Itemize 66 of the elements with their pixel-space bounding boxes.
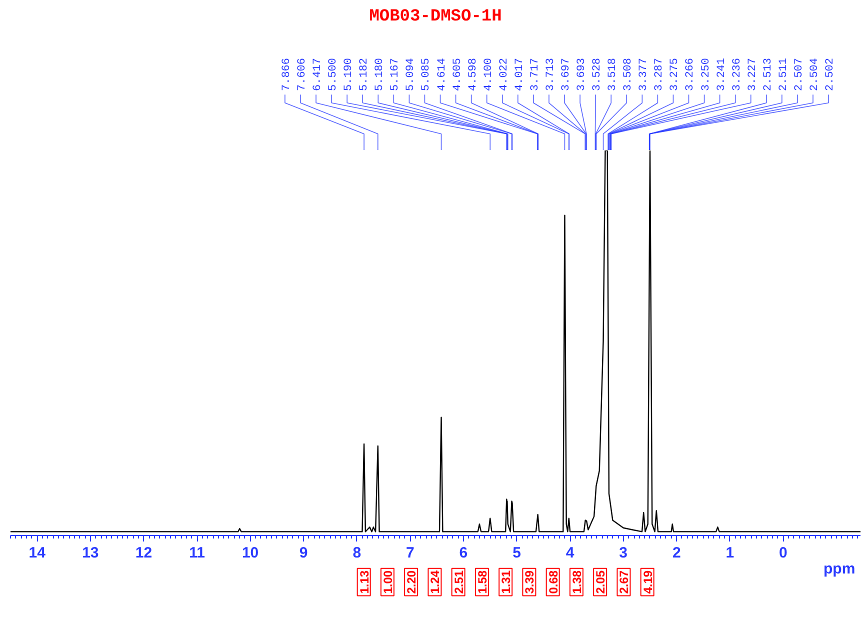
text: 5.085 xyxy=(420,58,433,91)
x-axis-title: ppm xyxy=(824,560,856,578)
text: 3.508 xyxy=(622,58,635,91)
text: 2.511 xyxy=(778,58,790,91)
text: 3.275 xyxy=(669,58,682,91)
x-tick-label: 0 xyxy=(779,544,788,562)
text: 7.866 xyxy=(280,58,293,91)
text: 0.68 xyxy=(546,570,560,594)
x-tick-label: 1 xyxy=(726,544,734,562)
text: 4.017 xyxy=(514,58,526,91)
text: 5.182 xyxy=(358,58,371,91)
text: 4.598 xyxy=(467,58,480,91)
text: 4.605 xyxy=(452,58,464,91)
text: 1.00 xyxy=(380,570,395,594)
x-tick-label: 14 xyxy=(28,544,46,562)
text: 3.377 xyxy=(638,58,650,91)
x-tick-label: 7 xyxy=(406,544,414,562)
text: 3.518 xyxy=(607,58,620,91)
text: 3.39 xyxy=(522,570,537,594)
text: 3.287 xyxy=(654,58,666,91)
x-tick-label: 5 xyxy=(512,544,521,562)
x-tick-label: 2 xyxy=(672,544,681,562)
text: 1.58 xyxy=(475,570,490,594)
text: 2.05 xyxy=(594,570,608,594)
text: 1.31 xyxy=(499,570,514,594)
x-tick-label: 11 xyxy=(189,544,205,562)
text: 2.513 xyxy=(762,58,774,91)
text: 3.693 xyxy=(576,58,588,91)
text: 4.100 xyxy=(482,58,495,91)
text: 5.094 xyxy=(405,58,418,91)
x-tick-label: 8 xyxy=(352,544,362,562)
text: 5.180 xyxy=(374,58,386,91)
text: 4.614 xyxy=(436,58,448,91)
text: 3.250 xyxy=(700,58,712,91)
text: 2.502 xyxy=(824,58,837,91)
text: 3.717 xyxy=(529,58,542,91)
x-tick-label: 13 xyxy=(82,544,99,562)
text: 2.507 xyxy=(793,58,806,91)
text: 5.167 xyxy=(390,58,402,91)
text: 1.13 xyxy=(357,570,372,594)
text: 2.504 xyxy=(808,58,821,91)
text: 1.38 xyxy=(570,570,584,594)
text: 4.19 xyxy=(640,570,655,594)
text: 2.51 xyxy=(452,570,466,594)
x-tick-label: 3 xyxy=(619,544,628,562)
text: 7.606 xyxy=(296,58,308,91)
text: 3.227 xyxy=(746,58,759,91)
chart-title: MOB03-DMSO-1H xyxy=(369,8,502,26)
text: 5.190 xyxy=(343,58,356,91)
x-tick-label: 10 xyxy=(242,544,259,562)
text: 2.67 xyxy=(617,570,632,594)
text: 6.417 xyxy=(312,58,324,91)
text: 3.697 xyxy=(560,58,573,91)
text: 3.528 xyxy=(592,58,604,91)
x-tick-label: 6 xyxy=(459,544,468,562)
x-tick-label: 9 xyxy=(299,544,308,562)
text: 3.236 xyxy=(731,58,744,91)
text: 2.20 xyxy=(404,570,419,594)
text: 3.713 xyxy=(544,58,557,91)
text: 1.24 xyxy=(428,570,442,594)
text: 4.022 xyxy=(498,58,510,91)
x-tick-label: 4 xyxy=(566,544,575,562)
x-tick-label: 12 xyxy=(135,544,152,562)
text: 3.266 xyxy=(684,58,697,91)
text: 3.241 xyxy=(716,58,728,91)
text: 5.500 xyxy=(328,58,340,91)
